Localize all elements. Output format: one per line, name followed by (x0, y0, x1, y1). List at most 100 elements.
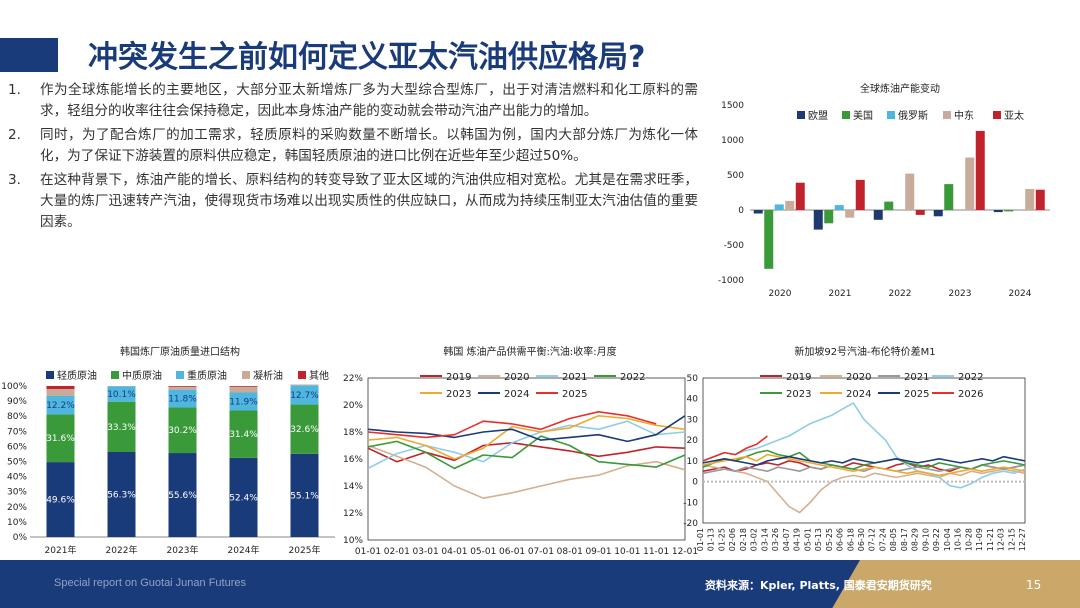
bar-segment (46, 462, 75, 537)
x-tick-label: 08-01 (557, 547, 583, 557)
x-tick-label: 10-16 (954, 528, 963, 551)
legend-label: 2026 (958, 389, 983, 400)
bar (845, 210, 855, 218)
bar-segment (290, 404, 319, 454)
series-line (702, 435, 768, 462)
bar-segment (229, 457, 258, 537)
bar-segment (46, 389, 75, 396)
x-tick-label: 01-01 (355, 547, 381, 557)
x-tick-label: 12-27 (1018, 528, 1027, 551)
bar (993, 210, 1003, 213)
bar-segment (229, 410, 258, 458)
bar (764, 210, 774, 269)
legend-label: 俄罗斯 (898, 109, 928, 122)
legend-label: 2021 (562, 372, 587, 383)
series-line (367, 415, 686, 460)
legend-label: 2024 (846, 389, 871, 400)
x-tick-label: 09-01 (585, 547, 611, 557)
bar-segment (168, 386, 197, 387)
legend-label: 2020 (846, 372, 871, 383)
y-tick-label: 20 (687, 436, 699, 446)
y-tick-label: 22% (343, 374, 363, 384)
series-line (367, 442, 686, 463)
data-label: 31.4% (229, 430, 258, 440)
legend-swatch (943, 111, 951, 119)
data-label: 49.6% (46, 496, 75, 506)
x-tick-label: 08-17 (900, 528, 909, 551)
x-tick-label: 06-06 (836, 528, 845, 551)
bar-segment (229, 392, 258, 411)
bar-segment (290, 385, 319, 405)
footer-source: 资料来源：Kpler, Platts, 国泰君安期货研究 (705, 579, 932, 592)
y-tick-label: 30% (7, 488, 27, 498)
data-label: 10.1% (107, 390, 136, 400)
legend-label: 2023 (446, 389, 471, 400)
y-tick-label: 20% (7, 503, 27, 513)
x-tick-label: 2022 (889, 289, 912, 299)
legend-label: 凝析油 (253, 369, 283, 382)
x-tick-label: 11-09 (975, 528, 984, 551)
series-line (702, 455, 1026, 466)
y-tick-label: 0% (13, 533, 28, 543)
bar (905, 173, 915, 210)
korea-crude-chart: 韩国炼厂原油质量进口结构 0% 10% 20% 30% 40% 50% 60% 70% 80% 90… (0, 338, 340, 558)
data-label: 52.4% (229, 493, 258, 503)
legend-swatch (298, 371, 306, 379)
series-line (702, 464, 1026, 514)
bar (944, 184, 954, 210)
y-tick-label: 20% (343, 401, 363, 411)
y-tick-label: 1000 (721, 136, 744, 146)
bar (975, 130, 985, 210)
x-tick-label: 2020 (769, 289, 792, 299)
x-tick-label: 01-01 (696, 528, 705, 551)
bar (824, 210, 834, 224)
y-tick-label: 100% (1, 382, 27, 392)
y-tick-label: 40 (687, 395, 699, 405)
x-tick-label: 2023年 (167, 544, 199, 556)
sg92-brent-chart: 新加坡92号汽油-布伦特价差M1 -20 -10 0 10 20 30 40 50 01-01 01… (675, 338, 1075, 560)
x-tick-label: 05-01 (803, 528, 812, 551)
x-tick-label: 12-01 (672, 547, 698, 557)
bar (873, 210, 883, 220)
legend-label: 欧盟 (808, 110, 828, 122)
body-text: 1. 作为全球炼能增长的主要地区，大部分亚太新增炼厂多为大型综合型炼厂，出于对清… (8, 80, 698, 236)
y-tick-label: 10% (7, 518, 27, 528)
page-number: 15 (1026, 578, 1042, 592)
x-tick-label: 09-10 (921, 528, 930, 551)
x-tick-label: 11-21 (986, 528, 995, 551)
bar-segment (46, 414, 75, 463)
chart-title: 全球炼油产能变动 (860, 82, 940, 95)
x-tick-label: 07-24 (878, 528, 887, 551)
korea-yield-chart-svg: 韩国 炼油产品供需平衡:汽油:收率:月度 10% 12% 14% 16% 18% 20% 22… (343, 345, 698, 557)
data-label: 12.2% (46, 401, 75, 411)
bar (785, 200, 795, 210)
paragraph-2: 2. 同时，为了配合炼厂的加工需求，轻质原料的采购数量不断增长。以韩国为例，国内… (8, 125, 698, 168)
legend-swatch (111, 371, 119, 379)
y-tick-label: 90% (7, 397, 27, 407)
bar-segment (168, 407, 197, 454)
x-tick-label: 03-01 (413, 547, 439, 557)
paragraph-number: 3. (8, 171, 21, 188)
x-tick-label: 01-13 (707, 528, 716, 551)
x-tick-label: 07-01 (528, 547, 554, 557)
bar (813, 210, 823, 230)
x-tick-label: 02-18 (739, 528, 748, 551)
legend-label: 2019 (446, 372, 471, 383)
x-tick-label: 06-30 (857, 528, 866, 551)
x-tick-label: 03-02 (750, 528, 759, 551)
data-label: 12.7% (290, 391, 319, 401)
legend-swatch (176, 371, 184, 379)
bar-segment (290, 453, 319, 537)
chart-title: 新加坡92号汽油-布伦特价差M1 (794, 345, 935, 358)
legend-label: 2021 (904, 372, 929, 383)
x-tick-label: 06-18 (846, 528, 855, 551)
legend-label: 中东 (954, 109, 974, 122)
legend-label: 中质原油 (122, 369, 162, 382)
bar (915, 210, 925, 215)
footer-tagline: Special report on Guotai Junan Futures (54, 577, 247, 589)
data-label: 30.2% (168, 426, 197, 436)
bar (855, 179, 865, 210)
paragraph-text: 同时，为了配合炼厂的加工需求，轻质原料的采购数量不断增长。以韩国为例，国内大部分… (40, 126, 698, 165)
x-tick-label: 08-05 (889, 528, 898, 551)
